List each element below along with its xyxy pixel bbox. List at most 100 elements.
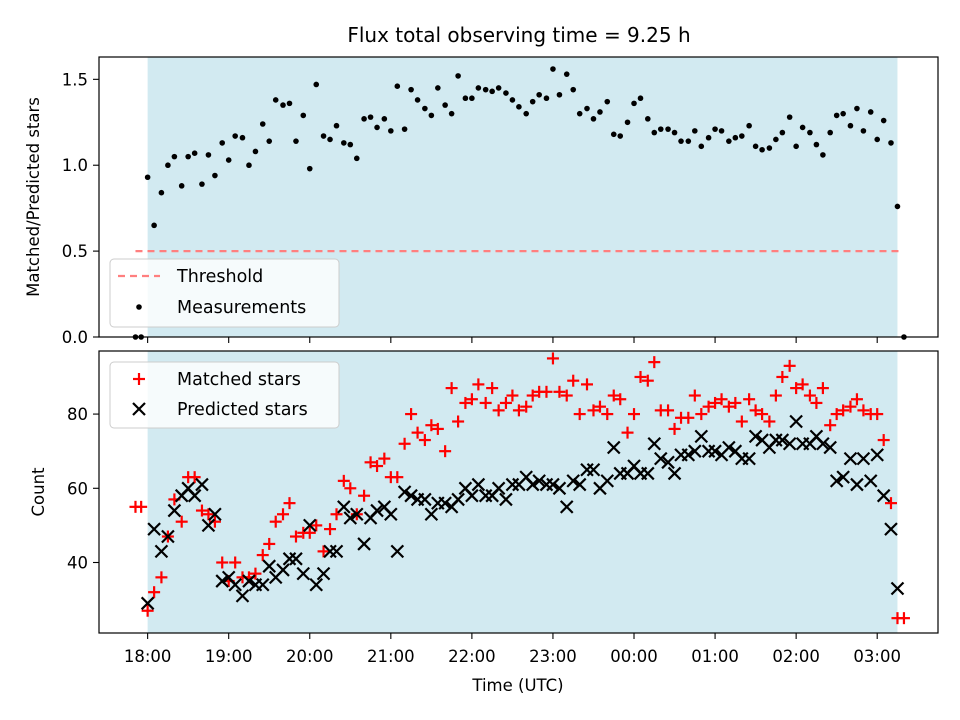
measurement-point <box>604 98 611 105</box>
matched-star-point <box>682 411 695 424</box>
matched-star-point <box>587 404 600 417</box>
chart-title: Flux total observing time = 9.25 h <box>347 23 690 47</box>
measurement-point <box>435 85 441 91</box>
matched-star-point <box>135 500 148 513</box>
legend-matched-label: Matched stars <box>177 370 301 390</box>
measurement-point <box>293 138 299 144</box>
matched-star-point <box>803 389 816 402</box>
measurement-point <box>671 129 678 136</box>
measurement-point <box>597 109 603 115</box>
measurement-point <box>860 128 867 134</box>
matched-star-point <box>303 526 316 539</box>
predicted-star-point <box>350 507 364 522</box>
matched-star-point <box>857 404 870 417</box>
predicted-star-point <box>552 481 567 496</box>
matched-star-point <box>155 571 168 584</box>
predicted-star-point <box>667 466 682 481</box>
matched-star-point <box>553 385 566 398</box>
predicted-star-point <box>228 577 242 592</box>
measurement-point <box>205 152 212 158</box>
predicted-star-point <box>884 522 898 536</box>
predicted-star-point <box>742 451 756 466</box>
matched-star-point <box>141 604 154 617</box>
measurement-point <box>158 189 165 196</box>
measurement-point <box>469 95 475 102</box>
predicted-star-point <box>843 451 858 466</box>
matched-star-point <box>850 393 863 406</box>
predicted-star-point <box>876 488 891 503</box>
measurement-point <box>726 138 732 144</box>
predicted-star-point <box>329 544 344 559</box>
matched-star-point <box>418 434 431 447</box>
measurement-point <box>685 138 692 144</box>
measurement-point <box>442 102 448 108</box>
matched-star-point <box>546 352 559 365</box>
predicted-star-point <box>661 455 675 470</box>
matched-star-point <box>506 389 519 402</box>
matched-star-point <box>195 504 208 517</box>
matched-star-point <box>621 426 634 439</box>
matched-star-point <box>769 389 782 402</box>
matched-star-point <box>249 567 262 580</box>
measurement-point <box>570 86 577 93</box>
predicted-star-point <box>708 444 722 458</box>
matched-star-point <box>324 523 337 536</box>
measurement-point <box>388 128 394 134</box>
measurement-point <box>489 88 495 95</box>
measurement-point <box>361 116 367 122</box>
measurement-point <box>705 134 712 141</box>
predicted-star-point <box>471 477 486 492</box>
measurement-point <box>779 129 786 136</box>
measurement-points <box>132 66 907 340</box>
measurement-point <box>644 116 651 122</box>
bottom-x-tick-label: 22:00 <box>448 647 496 666</box>
bottom-x-tick-label: 21:00 <box>367 647 415 666</box>
predicted-star-point <box>242 574 256 588</box>
predicted-star-point <box>208 507 222 522</box>
predicted-star-point <box>789 414 803 429</box>
predicted-star-point <box>215 574 229 588</box>
predicted-star-point <box>418 492 432 507</box>
bottom-x-ticks: 18:00 19:00 20:00 21:00 22:00 23:00 00:00 01:00… <box>124 633 901 666</box>
matched-star-point <box>715 393 728 406</box>
predicted-star-point <box>235 589 250 603</box>
matched-star-point <box>756 408 769 421</box>
matched-star-point <box>884 497 897 510</box>
bottom-x-tick-label: 00:00 <box>610 647 658 666</box>
measurement-point <box>820 152 826 158</box>
matched-star-point <box>824 419 837 432</box>
measurement-point <box>475 85 482 91</box>
measurement-point <box>874 136 881 143</box>
measurement-point <box>657 126 664 132</box>
matched-star-point <box>378 452 391 465</box>
matched-star-point <box>398 437 411 450</box>
predicted-star-point <box>262 559 277 573</box>
matched-star-point <box>709 396 722 409</box>
predicted-star-point <box>694 429 709 444</box>
predicted-star-point <box>600 474 615 488</box>
matched-star-point <box>830 408 843 421</box>
matched-star-point <box>729 396 742 409</box>
bottom-y-tick-label: 60 <box>67 479 88 498</box>
measurement-point <box>374 124 380 131</box>
measurement-point <box>327 136 333 143</box>
predicted-star-points <box>140 414 905 611</box>
bottom-y-tick-label: 80 <box>67 405 88 424</box>
predicted-star-point <box>451 492 465 507</box>
measurement-point <box>178 183 185 189</box>
measurement-point <box>739 133 745 139</box>
predicted-star-point <box>499 492 513 507</box>
matched-star-point <box>283 497 296 510</box>
top-y-tick-label: 1.5 <box>62 70 88 89</box>
measurement-point <box>185 153 191 160</box>
matched-star-point <box>607 389 620 402</box>
legend-measurements-swatch <box>136 304 142 310</box>
predicted-star-point <box>688 444 702 458</box>
measurement-point <box>495 85 502 91</box>
measurement-point <box>584 105 590 112</box>
matched-star-point <box>796 378 809 391</box>
measurement-point <box>894 203 901 210</box>
measurement-point <box>880 117 887 124</box>
predicted-star-point <box>572 477 587 492</box>
predicted-star-point <box>653 451 668 466</box>
